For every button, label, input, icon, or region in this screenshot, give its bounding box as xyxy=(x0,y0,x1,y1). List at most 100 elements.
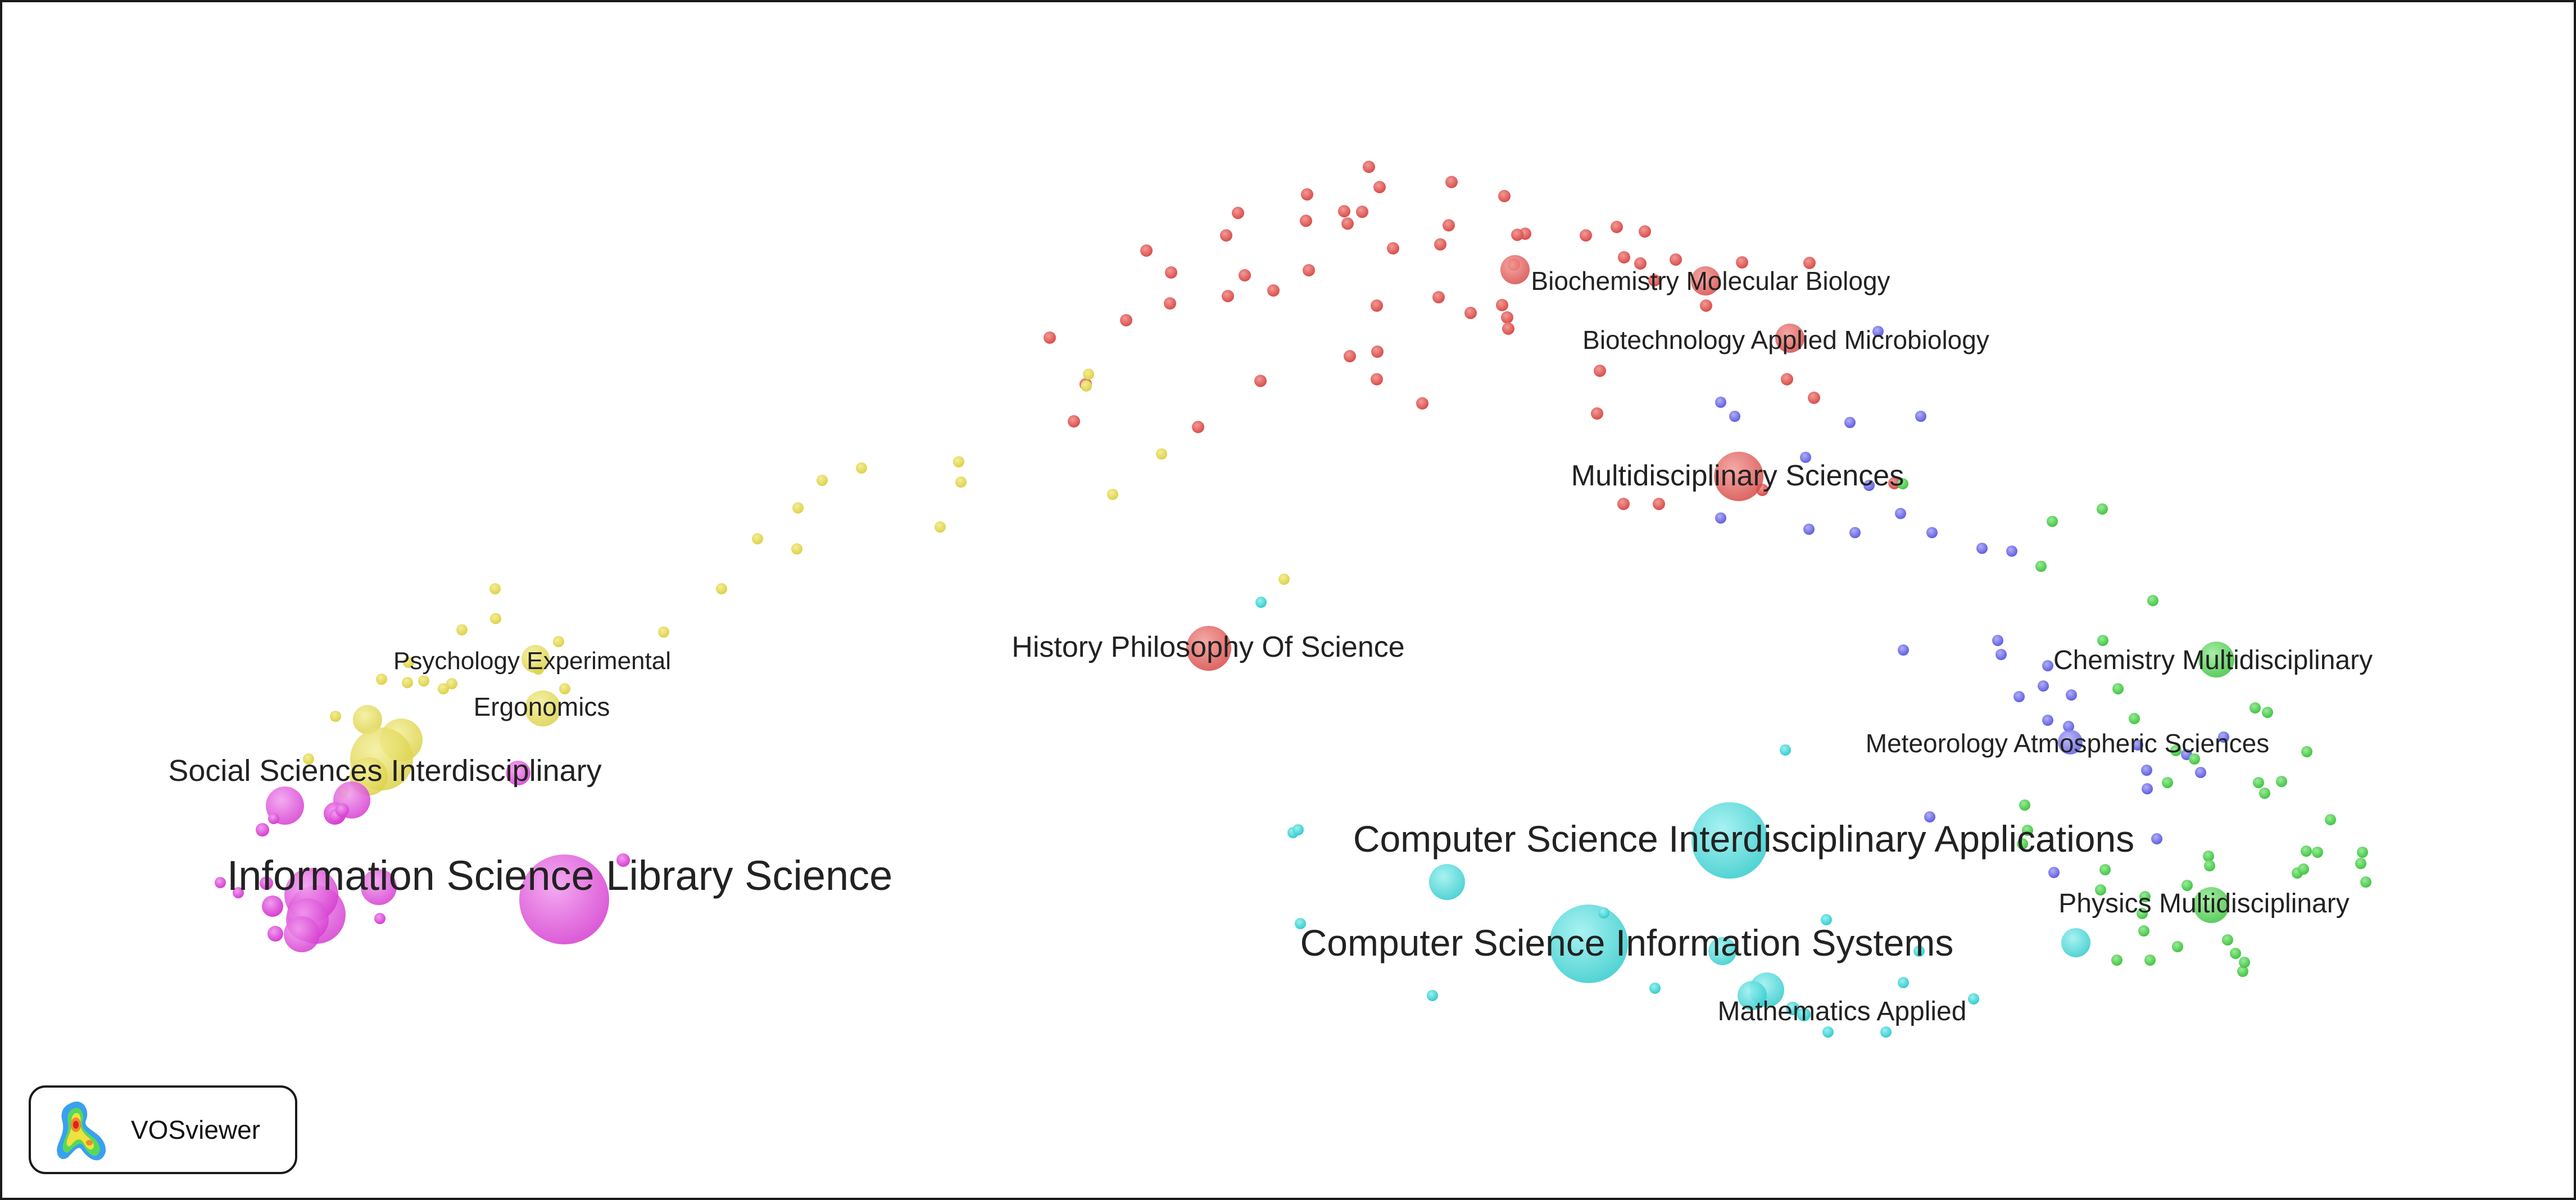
node-red-60[interactable] xyxy=(1775,324,1804,353)
node-blue-11[interactable] xyxy=(1803,524,1815,535)
node-green-37[interactable] xyxy=(2239,957,2250,968)
node-magenta-3[interactable] xyxy=(506,761,530,785)
node-blue-31[interactable] xyxy=(2151,833,2162,844)
node-yellow-32[interactable] xyxy=(353,705,382,734)
node-red-44[interactable] xyxy=(1594,365,1606,377)
node-red-7[interactable] xyxy=(1341,217,1354,230)
node-cyan-10[interactable] xyxy=(1822,1026,1834,1038)
label-physics-multidisciplinary[interactable]: Physics Multidisciplinary xyxy=(2058,889,2349,919)
node-red-43[interactable] xyxy=(1044,331,1056,344)
node-red-27[interactable] xyxy=(1670,253,1682,266)
node-yellow-24[interactable] xyxy=(403,657,414,668)
node-magenta-7[interactable] xyxy=(262,896,283,917)
label-history-philosophy-of-science[interactable]: History Philosophy Of Science xyxy=(1012,631,1404,663)
node-red-50[interactable] xyxy=(1653,498,1665,510)
node-red-10[interactable] xyxy=(1220,229,1232,242)
node-green-38[interactable] xyxy=(2019,799,2030,811)
node-red-26[interactable] xyxy=(1618,251,1630,263)
node-green-21[interactable] xyxy=(2355,858,2366,869)
node-cyan-16[interactable] xyxy=(1427,990,1438,1001)
node-blue-27[interactable] xyxy=(2218,731,2229,743)
node-blue-12[interactable] xyxy=(1849,527,1861,538)
node-red-52[interactable] xyxy=(1502,322,1514,335)
node-yellow-15[interactable] xyxy=(490,613,501,624)
node-yellow-20[interactable] xyxy=(402,677,413,688)
node-green-5[interactable] xyxy=(2112,683,2124,694)
node-red-38[interactable] xyxy=(1371,373,1383,385)
node-green-35[interactable] xyxy=(2230,948,2241,959)
node-magenta-14[interactable] xyxy=(374,913,386,924)
node-red-48[interactable] xyxy=(1888,477,1901,489)
node-cyan-12[interactable] xyxy=(1821,914,1832,925)
node-blue-0[interactable] xyxy=(1872,326,1884,337)
node-blue-26[interactable] xyxy=(2195,767,2206,778)
node-cyan-9[interactable] xyxy=(1797,1008,1811,1021)
label-multidisciplinary-sciences[interactable]: Multidisciplinary Sciences xyxy=(1571,460,1904,492)
node-yellow-29[interactable] xyxy=(1278,574,1290,585)
node-red-11[interactable] xyxy=(1140,244,1153,257)
node-green-19[interactable] xyxy=(2312,847,2323,858)
node-blue-18[interactable] xyxy=(2038,680,2049,692)
node-green-29[interactable] xyxy=(2095,884,2106,896)
node-red-49[interactable] xyxy=(1617,498,1630,510)
node-green-7[interactable] xyxy=(2170,745,2182,756)
node-blue-10[interactable] xyxy=(2006,546,2017,557)
label-biochemistry-molecular-biology[interactable]: Biochemistry Molecular Biology xyxy=(1531,266,1890,296)
node-blue-3[interactable] xyxy=(1800,452,1811,463)
node-blue-21[interactable] xyxy=(2042,715,2053,726)
node-magenta-20[interactable] xyxy=(335,803,349,817)
node-yellow-18[interactable] xyxy=(559,683,570,694)
node-green-44[interactable] xyxy=(2193,887,2229,923)
label-meteorology-atmospheric-sciences[interactable]: Meteorology Atmospheric Sciences xyxy=(1866,729,2269,758)
node-cyan-18[interactable] xyxy=(1649,983,1661,994)
node-yellow-25[interactable] xyxy=(376,674,387,685)
node-blue-5[interactable] xyxy=(1915,411,1926,422)
node-red-18[interactable] xyxy=(1303,264,1315,276)
node-blue-19[interactable] xyxy=(2013,691,2025,702)
node-yellow-21[interactable] xyxy=(418,675,429,687)
node-green-25[interactable] xyxy=(2182,880,2193,891)
node-blue-14[interactable] xyxy=(1992,635,2003,646)
node-green-14[interactable] xyxy=(2253,777,2264,788)
node-red-53[interactable] xyxy=(1496,299,1508,311)
node-blue-29[interactable] xyxy=(1924,811,1935,822)
node-red-47[interactable] xyxy=(1781,373,1793,385)
node-red-55[interactable] xyxy=(1511,229,1523,241)
node-yellow-19[interactable] xyxy=(446,678,457,689)
node-blue-24[interactable] xyxy=(2141,765,2152,776)
node-magenta-5[interactable] xyxy=(215,877,226,888)
node-yellow-0[interactable] xyxy=(1083,369,1094,380)
node-green-4[interactable] xyxy=(2097,635,2108,646)
node-green-12[interactable] xyxy=(2301,746,2312,757)
node-magenta-12[interactable] xyxy=(284,916,320,952)
node-cyan-4[interactable] xyxy=(1549,904,1628,983)
node-green-15[interactable] xyxy=(2259,788,2270,799)
node-yellow-7[interactable] xyxy=(856,462,867,474)
label-biotechnology-applied-microbiology[interactable]: Biotechnology Applied Microbiology xyxy=(1582,325,1989,354)
node-yellow-30[interactable] xyxy=(521,645,550,673)
node-blue-15[interactable] xyxy=(1996,649,2007,660)
node-yellow-16[interactable] xyxy=(553,636,564,647)
node-red-32[interactable] xyxy=(1371,299,1383,312)
node-green-40[interactable] xyxy=(2204,860,2215,871)
node-magenta-13[interactable] xyxy=(361,869,397,905)
node-blue-25[interactable] xyxy=(2142,783,2153,794)
label-chemistry-multidisciplinary[interactable]: Chemistry Multidisciplinary xyxy=(2053,646,2373,675)
label-information-science-library-science[interactable]: Information Science Library Science xyxy=(227,852,893,899)
node-blue-23[interactable] xyxy=(2132,739,2143,751)
label-computer-science-information-systems[interactable]: Computer Science Information Systems xyxy=(1300,922,1954,963)
node-yellow-12[interactable] xyxy=(716,583,727,594)
node-blue-4[interactable] xyxy=(1844,417,1856,428)
node-cyan-1[interactable] xyxy=(1780,744,1791,756)
node-red-17[interactable] xyxy=(1267,284,1280,297)
node-red-41[interactable] xyxy=(1068,415,1080,428)
node-blue-8[interactable] xyxy=(1926,527,1938,538)
node-green-27[interactable] xyxy=(2137,908,2148,919)
node-red-19[interactable] xyxy=(1387,242,1399,254)
node-green-36[interactable] xyxy=(2237,966,2248,977)
node-red-35[interactable] xyxy=(1371,346,1384,358)
node-red-12[interactable] xyxy=(1165,266,1177,279)
node-green-10[interactable] xyxy=(2250,702,2261,713)
node-green-26[interactable] xyxy=(2139,891,2151,902)
node-red-56[interactable] xyxy=(1700,299,1712,312)
